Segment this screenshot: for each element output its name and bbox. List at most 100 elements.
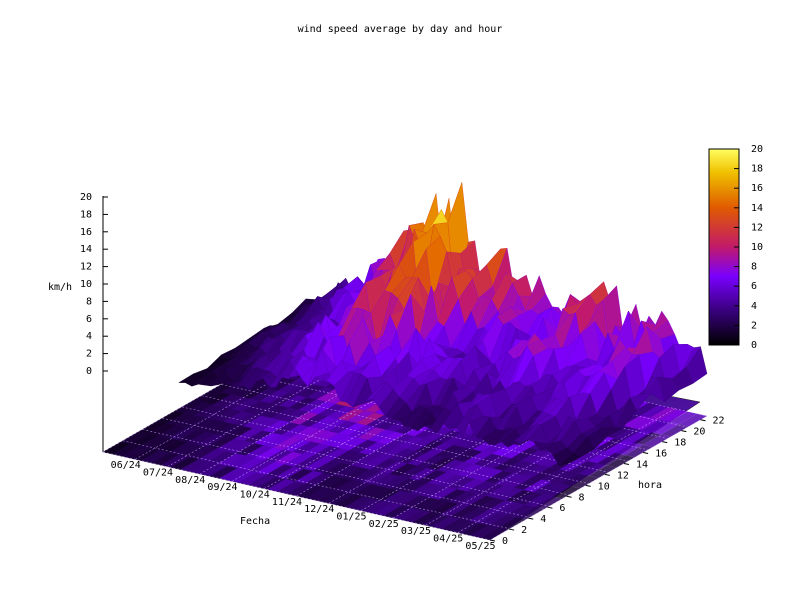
floor-cell [169, 442, 198, 455]
floor-cell [266, 464, 294, 477]
floor-cell [314, 475, 343, 488]
floor-cell [112, 443, 141, 457]
floor-cell [524, 494, 553, 507]
z-tick-label: 12 [80, 262, 92, 273]
y-axis-ticks: 0 2 4 6 8 10 12 14 16 18 20 22 [489, 416, 725, 547]
floor-cell [551, 471, 580, 484]
floor-cell [408, 467, 437, 481]
floor-cell [488, 514, 517, 528]
floor-cell [466, 481, 495, 494]
floor-cell [227, 455, 256, 469]
z-tick-label: 4 [86, 331, 92, 342]
y-tick-mark [585, 484, 591, 487]
floor-cell [595, 438, 624, 451]
floor-cell [497, 502, 525, 515]
floor-cell [140, 435, 169, 449]
floor-cell [393, 507, 422, 521]
y-tick-label: 8 [579, 492, 585, 503]
x-tick-label: 05/25 [465, 541, 495, 552]
floor-cell [261, 405, 289, 418]
floor-cell [503, 460, 531, 473]
floor-cell [622, 415, 651, 428]
floor-cell [255, 447, 284, 460]
floor-cell [216, 438, 245, 452]
floor-cell [256, 462, 285, 475]
floor-cell [559, 458, 588, 472]
floor-cell [180, 459, 209, 472]
floor-cell [498, 517, 527, 530]
z-tick-label: 10 [80, 279, 92, 290]
floor-cell [228, 470, 257, 483]
y-tick-label: 0 [502, 536, 508, 547]
floor-cell [425, 442, 454, 456]
x-tick-label: 12/24 [304, 504, 334, 515]
floor-cell [251, 403, 280, 416]
floor-cell [477, 498, 506, 511]
floor-cell [407, 453, 436, 466]
floor-cell [640, 405, 669, 418]
floor-cell [569, 461, 598, 474]
floor-cell [530, 452, 559, 465]
floor-cell [215, 423, 244, 437]
floor-cell [484, 470, 513, 484]
floor-cell [270, 407, 299, 421]
floor-cell [494, 472, 523, 486]
floor-cell [288, 397, 317, 410]
floor-cell [436, 459, 465, 473]
floor-cell [219, 468, 247, 481]
floor-cell [262, 420, 291, 433]
floor-cell [346, 410, 375, 423]
floor-cell [447, 476, 476, 490]
floor-cell [459, 508, 488, 521]
floor-cell [669, 411, 698, 425]
floor-cell [577, 448, 606, 462]
floor-cell [435, 445, 464, 458]
floor-cell [240, 386, 269, 399]
z-tick-label: 16 [80, 227, 92, 238]
floor-cell [277, 380, 306, 393]
floor-cell [217, 453, 246, 466]
floor-cell [235, 443, 264, 456]
y-tick-mark [566, 495, 572, 498]
colorbar-tick-label: 14 [751, 203, 763, 214]
x-axis-ticks: 06/2407/2408/2409/2410/2411/2412/2401/25… [111, 460, 496, 552]
floor-cell [579, 463, 607, 476]
floor-cell [349, 439, 378, 453]
floor-cell [295, 470, 323, 484]
floor-cell [296, 485, 325, 499]
floor-cell [292, 441, 321, 454]
floor-cell [309, 416, 338, 429]
floor-cell [312, 445, 340, 459]
colorbar-tick-label: 4 [751, 301, 757, 312]
floor-cell [317, 403, 346, 417]
y-tick-label: 20 [693, 427, 705, 438]
floor-cell [522, 464, 551, 478]
floor-cell [606, 455, 635, 468]
floor-cell [150, 437, 178, 451]
floor-cell [614, 427, 642, 441]
floor-grid-line [457, 408, 675, 533]
colorbar-tick-label: 8 [751, 262, 757, 273]
floor-cell [444, 447, 473, 460]
floor-cell [486, 485, 514, 498]
floor-cell [290, 412, 318, 425]
floor-grid-line [489, 415, 708, 541]
floor-cell [400, 480, 429, 493]
floor-cell [298, 399, 327, 412]
floor-cell [352, 469, 380, 482]
floor-cell [458, 493, 487, 507]
floor-cell [454, 449, 483, 462]
floor-cell [375, 417, 404, 430]
floor-cell [254, 432, 282, 446]
surface-mesh [178, 182, 708, 467]
x-tick-label: 01/25 [336, 512, 366, 523]
floor-cell [440, 503, 469, 517]
floor-cell [521, 450, 549, 463]
floor-cell [476, 483, 505, 496]
floor-cell [214, 409, 242, 422]
y-tick-label: 4 [540, 514, 546, 525]
y-tick-mark [623, 462, 630, 465]
floor-cell [161, 454, 189, 468]
floor-cell [205, 421, 234, 435]
